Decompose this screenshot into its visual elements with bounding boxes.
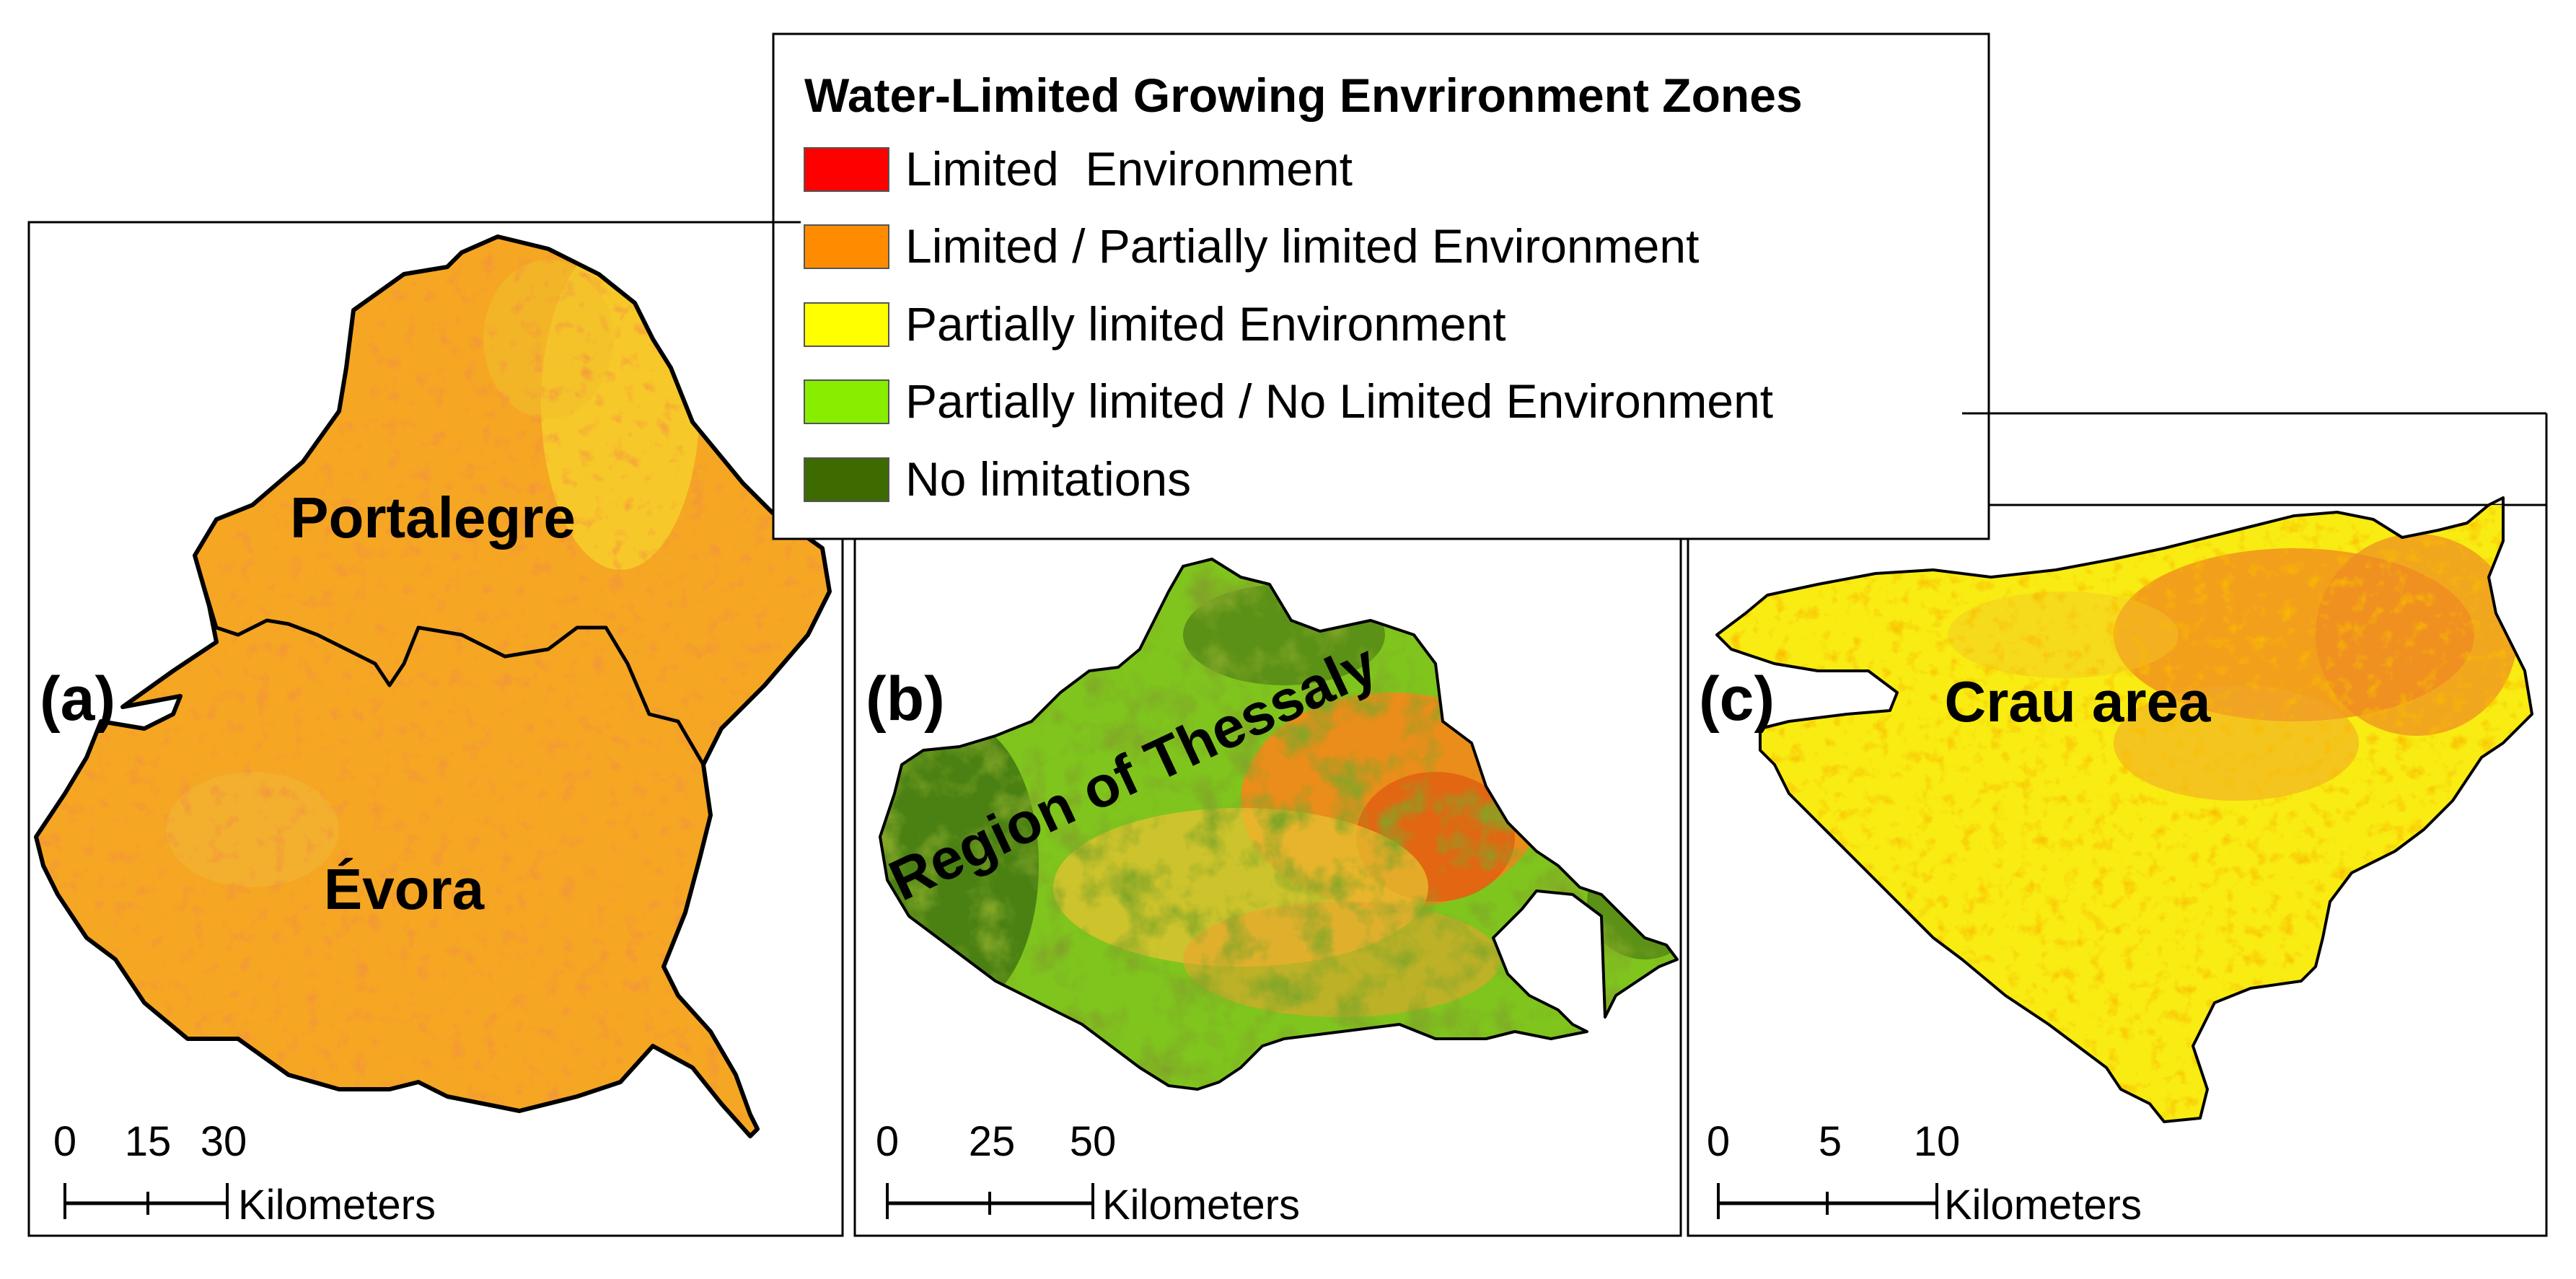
legend-label: Limited / Partially limited Environment <box>905 219 1699 273</box>
thessaly-outline <box>879 558 1679 1091</box>
legend-label: No limitations <box>905 452 1191 506</box>
scale-bar-c: 0 5 10 Kilometers <box>1707 1118 2142 1229</box>
crau-map <box>1717 505 2532 1122</box>
district-boundary <box>193 555 705 766</box>
scale-tick-label: 15 <box>125 1118 172 1165</box>
crau-outline <box>1715 496 2533 1123</box>
scale-tick-label: 50 <box>1070 1118 1117 1165</box>
legend-label: Limited Environment <box>905 142 1353 195</box>
legend-swatch <box>804 224 889 269</box>
legend-label: Partially limited / No Limited Environme… <box>905 374 1773 428</box>
scale-tick-label: 25 <box>969 1118 1016 1165</box>
scale-tick-label: 10 <box>1914 1118 1961 1165</box>
scale-tick-label: 5 <box>1819 1118 1842 1165</box>
panel-c: Crau area (c) 0 5 10 Kilometers <box>1687 496 2548 1237</box>
panel-label-c: (c) <box>1699 664 1775 734</box>
panel-a: Portalegre Évora (a) 0 15 30 Kilometers <box>27 221 844 1237</box>
legend-swatch <box>804 147 889 192</box>
legend-swatch <box>804 302 889 347</box>
scale-bar-b: 0 25 50 Kilometers <box>876 1118 1300 1229</box>
scale-unit-label: Kilometers <box>238 1182 436 1229</box>
panel-label-b: (b) <box>866 664 945 734</box>
legend-label: Partially limited Environment <box>905 297 1506 351</box>
panel-b: Region of Thessaly (b) 0 25 50 Kilometer… <box>853 504 1682 1237</box>
legend-swatch <box>804 379 889 424</box>
scale-unit-label: Kilometers <box>1102 1182 1300 1229</box>
legend-box <box>772 32 1990 540</box>
scale-unit-label: Kilometers <box>1944 1182 2142 1229</box>
region-label-portalegre: Portalegre <box>290 485 576 550</box>
scale-tick-label: 0 <box>876 1118 899 1165</box>
scale-tick-label: 0 <box>1707 1118 1730 1165</box>
legend-title: Water-Limited Growing Envrironment Zones <box>804 69 1803 122</box>
scale-tick-label: 0 <box>53 1118 76 1165</box>
scale-tick-label: 30 <box>201 1118 247 1165</box>
legend: Water-Limited Growing Envrironment Zones… <box>772 32 1990 540</box>
panel-c-frame <box>1687 504 2548 1237</box>
region-label-evora: Évora <box>324 857 485 921</box>
region-label-crau: Crau area <box>1944 669 2211 734</box>
panel-label-a: (a) <box>40 664 115 734</box>
legend-swatch <box>804 457 889 502</box>
scale-bar-a: 0 15 30 Kilometers <box>53 1118 436 1229</box>
